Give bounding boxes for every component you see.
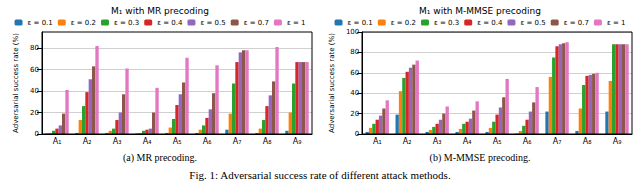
svg-text:A₃: A₃: [113, 137, 122, 146]
svg-text:ε = 0.3: ε = 0.3: [434, 19, 459, 27]
svg-text:A₆: A₆: [203, 137, 212, 146]
svg-text:A₃: A₃: [433, 137, 442, 146]
svg-text:ε = 0.5: ε = 0.5: [200, 19, 225, 27]
svg-text:(a) MR precoding.: (a) MR precoding.: [123, 152, 197, 164]
svg-text:60: 60: [30, 66, 39, 74]
svg-text:A₆: A₆: [523, 137, 532, 146]
svg-text:80: 80: [30, 44, 39, 52]
svg-text:60: 60: [350, 69, 359, 77]
svg-text:(b) M-MMSE precoding.: (b) M-MMSE precoding.: [430, 152, 531, 164]
svg-text:ε = 0.7: ε = 0.7: [564, 19, 589, 27]
svg-text:20: 20: [350, 110, 359, 118]
html-text:Fig. 1: Adversarial success ra: Fig. 1: Adversarial success rate of diff…: [189, 169, 451, 181]
svg-text:M₁ with M-MMSE precoding: M₁ with M-MMSE precoding: [419, 6, 541, 16]
svg-text:A₉: A₉: [613, 137, 622, 146]
svg-text:40: 40: [350, 89, 359, 97]
svg-text:A₈: A₈: [263, 137, 272, 146]
svg-text:A₁: A₁: [373, 137, 382, 146]
svg-text:ε = 1: ε = 1: [607, 19, 626, 27]
svg-text:ε = 0.3: ε = 0.3: [114, 19, 139, 27]
svg-text:ε = 0.2: ε = 0.2: [391, 19, 416, 27]
svg-text:A₅: A₅: [173, 137, 182, 146]
svg-text:A₇: A₇: [233, 137, 242, 146]
svg-text:ε = 0.4: ε = 0.4: [157, 19, 183, 27]
svg-text:A₉: A₉: [293, 137, 302, 146]
svg-text:80: 80: [350, 48, 359, 56]
svg-text:ε = 0.2: ε = 0.2: [71, 19, 96, 27]
svg-text:A₂: A₂: [83, 137, 92, 146]
svg-text:M₁ with MR precoding: M₁ with MR precoding: [111, 6, 209, 16]
svg-text:A₄: A₄: [143, 137, 152, 146]
svg-text:A₇: A₇: [553, 137, 562, 146]
svg-text:Adversarial success rate (%): Adversarial success rate (%): [12, 33, 20, 133]
svg-text:0: 0: [355, 130, 359, 138]
svg-text:A₅: A₅: [493, 137, 502, 146]
svg-text:A₁: A₁: [53, 137, 62, 146]
svg-text:A₂: A₂: [403, 137, 412, 146]
svg-text:ε = 1: ε = 1: [287, 19, 306, 27]
svg-text:0: 0: [35, 130, 39, 138]
svg-text:A₈: A₈: [583, 137, 592, 146]
svg-text:100: 100: [346, 28, 359, 36]
svg-text:40: 40: [30, 87, 39, 95]
svg-text:ε = 0.1: ε = 0.1: [348, 19, 373, 27]
svg-text:Adversarial success rate (%): Adversarial success rate (%): [328, 33, 336, 133]
svg-text:20: 20: [30, 109, 39, 117]
svg-text:ε = 0.4: ε = 0.4: [477, 19, 503, 27]
svg-text:ε = 0.7: ε = 0.7: [244, 19, 269, 27]
svg-text:ε = 0.5: ε = 0.5: [520, 19, 545, 27]
svg-text:A₄: A₄: [463, 137, 472, 146]
svg-text:ε = 0.1: ε = 0.1: [28, 19, 53, 27]
